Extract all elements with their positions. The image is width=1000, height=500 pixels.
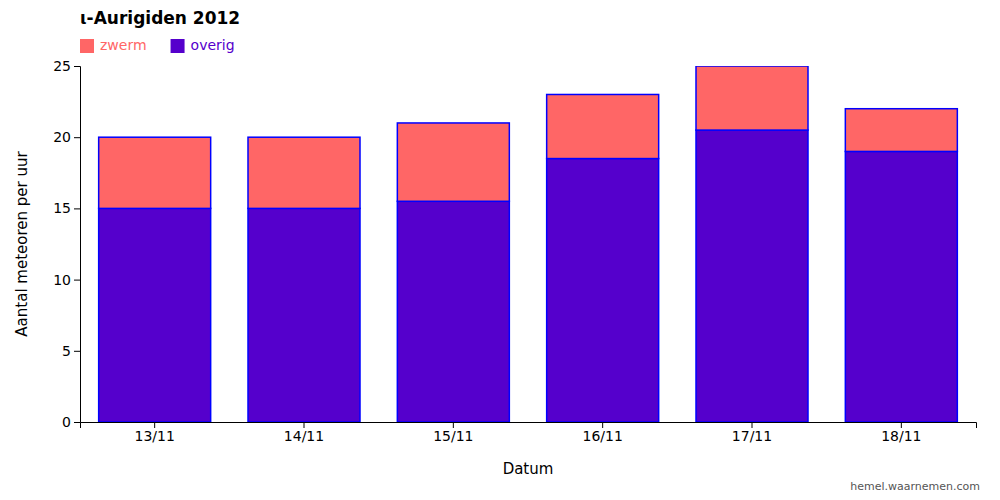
y-tick: 5	[62, 343, 80, 359]
x-tick-label: 16/11	[582, 428, 622, 444]
legend: zwerm overig	[80, 37, 235, 53]
plot: 13/11 14/11 15/11 16/11 17/11 18/11 0 5 10 15 20 25	[53, 58, 976, 444]
y-tick-mark	[74, 351, 80, 352]
bar	[547, 159, 659, 422]
bar	[248, 137, 360, 208]
x-axis: 13/11 14/11 15/11 16/11 17/11 18/11	[81, 422, 977, 444]
legend-label: overig	[191, 37, 235, 53]
y-axis-line	[74, 67, 81, 423]
x-tick: 17/11	[732, 422, 772, 444]
y-axis: 0 5 10 15 20 25	[53, 58, 80, 430]
bars	[99, 66, 958, 422]
legend-swatch	[80, 39, 94, 53]
title: ι-Aurigiden 2012	[80, 8, 240, 28]
legend-swatch	[171, 39, 185, 53]
x-tick-label: 17/11	[732, 428, 772, 444]
x-tick: 14/11	[284, 422, 324, 444]
y-tick-mark	[74, 280, 80, 281]
legend-item: overig	[171, 37, 235, 53]
y-tick-label: 25	[53, 58, 71, 74]
x-axis-title: Datum	[503, 460, 554, 478]
y-tick-label: 20	[53, 129, 71, 145]
x-tick: 16/11	[582, 422, 622, 444]
legend-label: zwerm	[100, 37, 147, 53]
legend-item: zwerm	[80, 37, 147, 53]
y-tick: 20	[53, 129, 80, 145]
bar-series	[99, 66, 958, 208]
y-tick-mark	[74, 66, 80, 67]
y-tick-mark	[74, 208, 80, 209]
y-tick: 0	[62, 414, 80, 430]
x-tick: 13/11	[134, 422, 174, 444]
bar	[845, 151, 957, 422]
x-axis-line	[81, 423, 977, 429]
x-tick-label: 15/11	[433, 428, 473, 444]
x-tick: 18/11	[881, 422, 921, 444]
x-tick: 15/11	[433, 422, 473, 444]
y-tick: 10	[53, 272, 80, 288]
bar	[397, 201, 509, 422]
y-tick-mark	[74, 137, 80, 138]
annotation: hemel.waarnemen.com	[850, 480, 980, 493]
x-tick-label: 13/11	[134, 428, 174, 444]
x-tick-label: 18/11	[881, 428, 921, 444]
bar-series	[99, 130, 958, 422]
y-tick-label: 0	[62, 414, 71, 430]
bar	[696, 130, 808, 422]
y-tick-label: 15	[53, 200, 71, 216]
bar	[845, 109, 957, 152]
y-axis-title: Aantal meteoren per uur	[13, 151, 31, 337]
bar	[696, 66, 808, 130]
y-tick-label: 10	[53, 272, 71, 288]
y-tick-mark	[74, 422, 80, 423]
bar	[547, 94, 659, 158]
bar	[397, 123, 509, 201]
bar	[248, 208, 360, 422]
x-tick-label: 14/11	[284, 428, 324, 444]
bar	[99, 208, 211, 422]
chart: 13/11 14/11 15/11 16/11 17/11 18/11 0 5 10 15 20 25…	[0, 0, 1000, 500]
y-tick-label: 5	[62, 343, 71, 359]
y-tick: 25	[53, 58, 80, 74]
bar	[99, 137, 211, 208]
y-tick: 15	[53, 200, 80, 216]
